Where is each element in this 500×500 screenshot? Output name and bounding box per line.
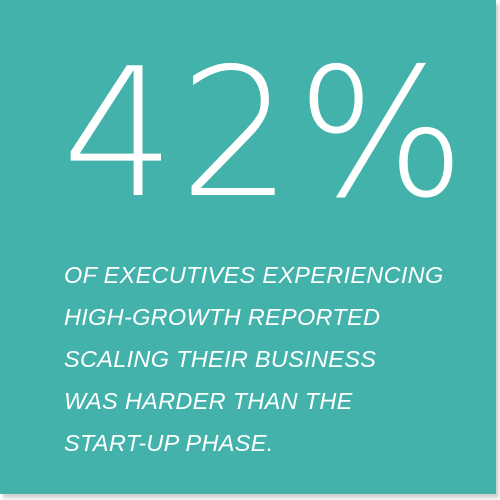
caption-line: SCALING THEIR BUSINESS (64, 346, 377, 372)
stat-caption: OF EXECUTIVES EXPERIENCING HIGH-GROWTH R… (64, 254, 484, 464)
caption-line: WAS HARDER THAN THE (64, 388, 353, 414)
caption-line: OF EXECUTIVES EXPERIENCING (64, 262, 444, 288)
stat-percentage: 42% (62, 30, 470, 237)
caption-line: START-UP PHASE. (64, 430, 274, 456)
caption-line: HIGH-GROWTH REPORTED (64, 304, 381, 330)
